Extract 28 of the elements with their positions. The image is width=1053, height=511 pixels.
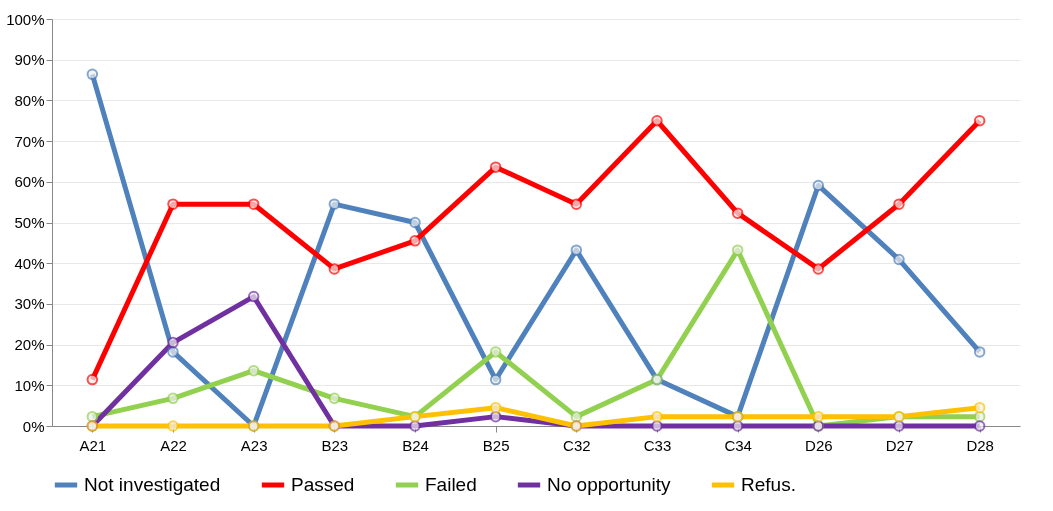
x-tick-label: B23 xyxy=(321,436,349,454)
x-tick-label: D27 xyxy=(885,436,914,454)
y-tick-label: 90% xyxy=(14,51,45,69)
y-tick-label: 100% xyxy=(6,10,45,28)
x-tick-label: B24 xyxy=(402,436,429,454)
legend-label: Refus. xyxy=(741,474,796,495)
x-tick-label: C34 xyxy=(724,436,752,454)
y-tick-label: 0% xyxy=(22,417,45,435)
x-tick-label: D28 xyxy=(966,436,994,454)
x-tick-label: B25 xyxy=(482,436,510,454)
legend-label: No opportunity xyxy=(547,474,672,495)
legend-label: Passed xyxy=(291,474,355,495)
y-tick-label: 50% xyxy=(14,214,45,231)
legend-label: Not investigated xyxy=(84,474,221,495)
y-tick-label: 70% xyxy=(14,132,45,150)
x-tick-label: A23 xyxy=(240,436,268,454)
x-tick-label: C33 xyxy=(643,436,672,454)
y-tick-label: 20% xyxy=(14,336,45,354)
y-tick-label: 80% xyxy=(14,91,45,109)
y-tick-label: 30% xyxy=(14,295,45,313)
y-tick-label: 60% xyxy=(14,173,45,191)
legend-label: Failed xyxy=(425,474,477,495)
x-tick-label: A21 xyxy=(79,436,107,454)
x-tick-label: D26 xyxy=(805,436,833,454)
y-tick-label: 40% xyxy=(14,254,45,272)
x-tick-label: A22 xyxy=(160,436,187,454)
y-tick-label: 10% xyxy=(14,376,45,394)
x-tick-label: C32 xyxy=(563,436,591,454)
